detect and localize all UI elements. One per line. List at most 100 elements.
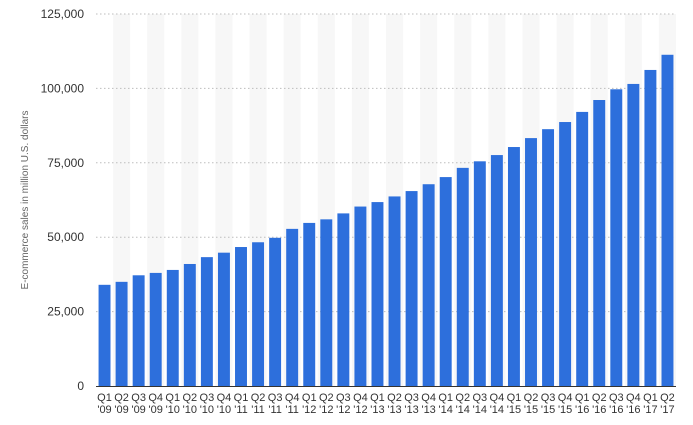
bar[interactable] bbox=[610, 89, 623, 387]
bar[interactable] bbox=[303, 222, 316, 386]
x-tick-year: '15 bbox=[558, 404, 572, 416]
x-tick-label: Q1'16 bbox=[575, 392, 590, 416]
bar[interactable] bbox=[320, 219, 333, 386]
bar[interactable] bbox=[559, 122, 572, 386]
x-tick-year: '15 bbox=[524, 404, 538, 416]
x-tick-label: Q4'11 bbox=[285, 392, 300, 416]
bar[interactable] bbox=[132, 275, 145, 386]
x-tick-quarter: Q3 bbox=[609, 392, 624, 404]
x-tick-quarter: Q4 bbox=[353, 392, 368, 404]
bar[interactable] bbox=[217, 252, 230, 386]
x-tick-year: '12 bbox=[302, 404, 316, 416]
x-tick-quarter: Q3 bbox=[200, 392, 215, 404]
bar[interactable] bbox=[252, 242, 265, 386]
x-tick-label: Q2'10 bbox=[182, 392, 197, 416]
x-tick-quarter: Q3 bbox=[268, 392, 283, 404]
x-tick-quarter: Q3 bbox=[131, 392, 146, 404]
bar[interactable] bbox=[644, 69, 657, 387]
bar[interactable] bbox=[422, 184, 435, 386]
x-tick-quarter: Q1 bbox=[234, 392, 249, 404]
bar[interactable] bbox=[200, 257, 213, 386]
x-tick-year: '10 bbox=[166, 404, 180, 416]
x-tick-year: '14 bbox=[490, 404, 504, 416]
bar[interactable] bbox=[507, 147, 520, 386]
bar[interactable] bbox=[439, 177, 452, 386]
x-tick-quarter: Q2 bbox=[387, 392, 402, 404]
x-tick-quarter: Q3 bbox=[404, 392, 419, 404]
x-tick-year: '09 bbox=[131, 404, 145, 416]
bar[interactable] bbox=[337, 213, 350, 386]
x-tick-year: '16 bbox=[626, 404, 640, 416]
x-tick-label: Q2'13 bbox=[387, 392, 402, 416]
x-tick-year: '11 bbox=[234, 404, 248, 416]
bar[interactable] bbox=[269, 237, 282, 386]
x-tick-year: '11 bbox=[268, 404, 282, 416]
x-tick-year: '17 bbox=[660, 404, 674, 416]
bar[interactable] bbox=[235, 247, 247, 386]
x-tick-year: '16 bbox=[609, 404, 623, 416]
bar[interactable] bbox=[661, 54, 674, 386]
x-tick-quarter: Q4 bbox=[490, 392, 505, 404]
x-tick-label: Q1'17 bbox=[643, 392, 658, 416]
x-tick-label: Q4'13 bbox=[421, 392, 436, 416]
bar[interactable] bbox=[593, 100, 606, 386]
y-tick-label: 50,000 bbox=[47, 230, 84, 244]
bar[interactable] bbox=[183, 263, 196, 386]
x-tick-year: '15 bbox=[541, 404, 555, 416]
bar[interactable] bbox=[98, 284, 111, 386]
x-tick-year: '09 bbox=[149, 404, 163, 416]
x-tick-quarter: Q2 bbox=[251, 392, 266, 404]
y-tick-label: 125,000 bbox=[41, 7, 85, 21]
x-tick-year: '10 bbox=[200, 404, 214, 416]
bar[interactable] bbox=[115, 281, 128, 386]
x-tick-quarter: Q4 bbox=[217, 392, 232, 404]
x-tick-quarter: Q1 bbox=[165, 392, 180, 404]
x-tick-label: Q1'14 bbox=[438, 392, 453, 416]
x-tick-quarter: Q4 bbox=[285, 392, 300, 404]
bar[interactable] bbox=[456, 167, 469, 386]
bar[interactable] bbox=[525, 138, 537, 386]
x-tick-quarter: Q3 bbox=[541, 392, 556, 404]
x-tick-quarter: Q3 bbox=[472, 392, 487, 404]
x-tick-quarter: Q4 bbox=[558, 392, 573, 404]
bar[interactable] bbox=[149, 272, 162, 386]
x-tick-year: '10 bbox=[183, 404, 197, 416]
x-tick-label: Q2'15 bbox=[524, 392, 539, 416]
bar[interactable] bbox=[542, 129, 555, 386]
x-tick-label: Q4'10 bbox=[217, 392, 232, 416]
bar[interactable] bbox=[576, 111, 589, 386]
x-tick-label: Q3'14 bbox=[472, 392, 487, 416]
x-tick-quarter: Q3 bbox=[336, 392, 351, 404]
x-tick-quarter: Q1 bbox=[438, 392, 453, 404]
x-tick-label: Q1'11 bbox=[234, 392, 249, 416]
x-tick-label: Q2'09 bbox=[114, 392, 129, 416]
x-tick-quarter: Q2 bbox=[319, 392, 334, 404]
bar[interactable] bbox=[286, 228, 299, 386]
x-tick-year: '16 bbox=[592, 404, 606, 416]
y-tick-label: 100,000 bbox=[41, 81, 85, 95]
x-tick-label: Q3'15 bbox=[541, 392, 556, 416]
x-tick-label: Q4'12 bbox=[353, 392, 368, 416]
x-tick-year: '11 bbox=[285, 404, 299, 416]
x-tick-quarter: Q1 bbox=[575, 392, 590, 404]
x-tick-year: '12 bbox=[353, 404, 367, 416]
x-tick-label: Q4'09 bbox=[148, 392, 163, 416]
bar[interactable] bbox=[166, 269, 179, 386]
x-tick-quarter: Q1 bbox=[97, 392, 112, 404]
x-axis-ticks: Q1'09Q2'09Q3'09Q4'09Q1'10Q2'10Q3'10Q4'10… bbox=[97, 392, 675, 416]
bar[interactable] bbox=[371, 202, 384, 386]
x-tick-label: Q4'15 bbox=[558, 392, 573, 416]
bar[interactable] bbox=[473, 161, 486, 386]
bar[interactable] bbox=[405, 191, 418, 386]
bar[interactable] bbox=[354, 206, 367, 386]
x-tick-label: Q3'09 bbox=[131, 392, 146, 416]
bar[interactable] bbox=[627, 83, 640, 386]
x-tick-year: '10 bbox=[217, 404, 231, 416]
x-tick-quarter: Q2 bbox=[524, 392, 539, 404]
bar[interactable] bbox=[388, 196, 401, 386]
y-tick-label: 75,000 bbox=[47, 156, 84, 170]
x-tick-label: Q2'14 bbox=[455, 392, 470, 416]
y-tick-label: 0 bbox=[77, 379, 84, 393]
bar[interactable] bbox=[490, 155, 503, 386]
x-tick-quarter: Q2 bbox=[114, 392, 129, 404]
